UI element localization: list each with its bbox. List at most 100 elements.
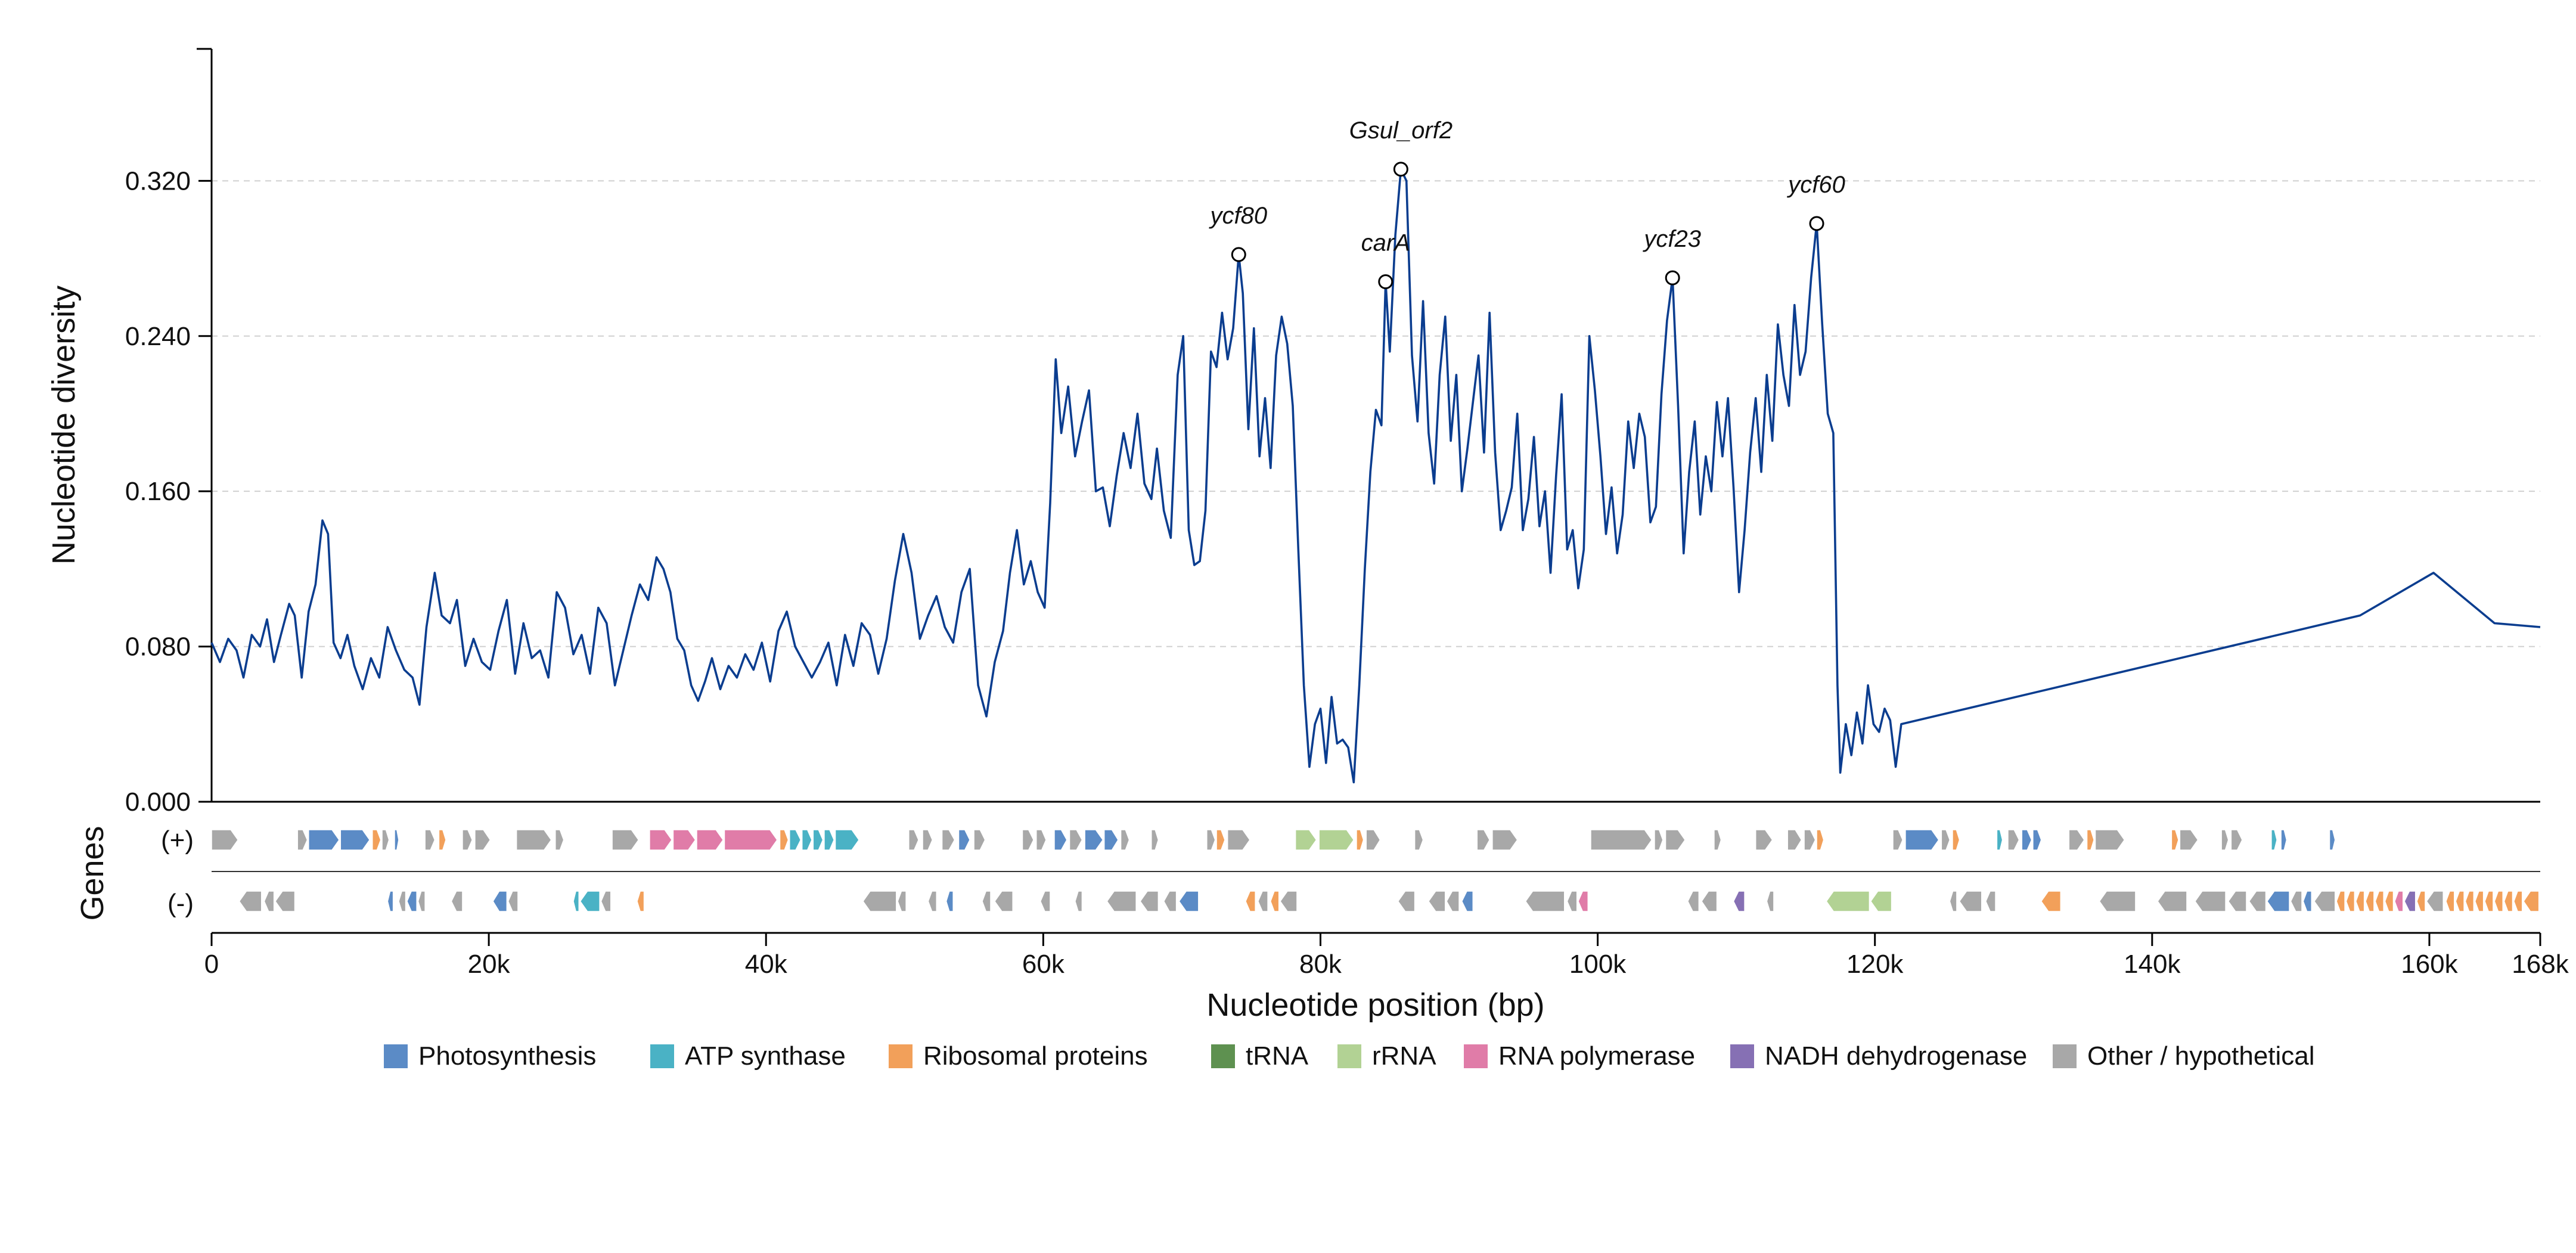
gene-minus [2266, 891, 2290, 912]
gene-plus [672, 829, 696, 851]
legend: Photosynthesis ATP synthase Ribosomal prot… [384, 1041, 2315, 1071]
gene-plus [1714, 829, 1722, 851]
gene-minus [1106, 891, 1137, 912]
gene-plus [1022, 829, 1034, 851]
gene-minus [417, 891, 426, 912]
legend-label: Photosynthesis [418, 1041, 596, 1071]
gene-plus [381, 829, 390, 851]
gene-minus [1766, 891, 1774, 912]
legend-swatch [2053, 1044, 2077, 1068]
gene-plus [2007, 829, 2020, 851]
gene-plus [1787, 829, 1802, 851]
gene-plus [973, 829, 986, 851]
gene-minus [2040, 891, 2062, 912]
gene-plus [1216, 829, 1225, 851]
gene-plus [2086, 829, 2094, 851]
y-tick-label: 0.080 [125, 632, 191, 662]
gene-minus [2314, 891, 2336, 912]
gene-plus [297, 829, 308, 851]
gene-minus [1039, 891, 1051, 912]
gene-plus [1892, 829, 1904, 851]
gene-plus [1227, 829, 1250, 851]
x-tick-label: 160k [2401, 950, 2458, 979]
gene-minus [927, 891, 938, 912]
gene-minus [573, 891, 580, 912]
gene-minus [1280, 891, 1298, 912]
gene-minus [2355, 891, 2365, 912]
gene-minus [263, 891, 275, 912]
peak-marker [1378, 274, 1393, 290]
y-tick-label: 0.000 [125, 787, 191, 817]
gene-minus [1461, 891, 1474, 912]
gene-minus [2394, 891, 2404, 912]
gene-plus [2179, 829, 2199, 851]
gene-minus [2384, 891, 2394, 912]
x-tick-label: 40k [745, 950, 788, 979]
gene-plus [2329, 829, 2336, 851]
gene-minus [238, 891, 262, 912]
gene-plus [958, 829, 970, 851]
gene-track [211, 829, 2540, 912]
gene-plus [474, 829, 491, 851]
gene-plus [941, 829, 955, 851]
x-tick-label: 168k [2512, 950, 2569, 979]
gene-minus [2248, 891, 2267, 912]
peak-label: ycf23 [1642, 226, 1701, 252]
gene-minus [1446, 891, 1460, 912]
gene-minus [2290, 891, 2302, 912]
grid-lines [212, 180, 2540, 647]
gene-minus [637, 891, 645, 912]
gene-minus [2375, 891, 2384, 912]
gene-minus [1140, 891, 1159, 912]
gene-plus [824, 829, 835, 851]
gene-minus [507, 891, 519, 912]
gene-minus [1959, 891, 1982, 912]
gene-plus [1318, 829, 1355, 851]
legend-label: NADH dehydrogenase [1765, 1041, 2027, 1071]
gene-plus [1590, 829, 1653, 851]
gene-minus [2345, 891, 2355, 912]
gene-minus [398, 891, 406, 912]
gene-plus [2021, 829, 2032, 851]
gene-minus [1733, 891, 1745, 912]
gene-plus [1365, 829, 1381, 851]
gene-minus [1163, 891, 1177, 912]
peak-label: carA [1361, 230, 1410, 256]
gene-plus [1295, 829, 1317, 851]
gene-minus [1985, 891, 1996, 912]
gene-minus [2455, 891, 2465, 912]
gene-minus [1427, 891, 1446, 912]
gene-minus [982, 891, 991, 912]
gene-plus [1941, 829, 1951, 851]
gene-plus [1996, 829, 2003, 851]
gene-minus [994, 891, 1013, 912]
gene-plus [2171, 829, 2179, 851]
gene-minus [2513, 891, 2523, 912]
y-tick-label: 0.320 [125, 166, 191, 196]
x-tick-label: 0 [204, 950, 219, 979]
gene-minus [600, 891, 612, 912]
gene-minus [1245, 891, 1256, 912]
gene-plus [554, 829, 564, 851]
legend-swatch [1730, 1044, 1754, 1068]
peak-marker [1231, 247, 1246, 262]
gene-minus [2445, 891, 2455, 912]
legend-swatch [1337, 1044, 1361, 1068]
gene-plus [1069, 829, 1083, 851]
gene-plus [1905, 829, 1939, 851]
gene-plus [2032, 829, 2042, 851]
gene-plus [308, 829, 340, 851]
peak-marker [1809, 216, 1824, 231]
gene-minus [2404, 891, 2416, 912]
gene-plus [1755, 829, 1773, 851]
gene-minus [1178, 891, 1199, 912]
gene-plus [340, 829, 371, 851]
gene-plus [2094, 829, 2125, 851]
axis-ticks: 0.000 0.080 0.160 0.240 0.320 0 20k 40k 60k 80k 10… [125, 166, 2569, 979]
gene-plus [2068, 829, 2085, 851]
legend-label: Ribosomal proteins [923, 1041, 1148, 1071]
gene-minus [2465, 891, 2475, 912]
peak-annotations: ycf80 carA Gsul_orf2 ycf23 ycf60 [1208, 117, 1845, 290]
gene-plus [724, 829, 778, 851]
y-tick-label: 0.240 [125, 322, 191, 351]
